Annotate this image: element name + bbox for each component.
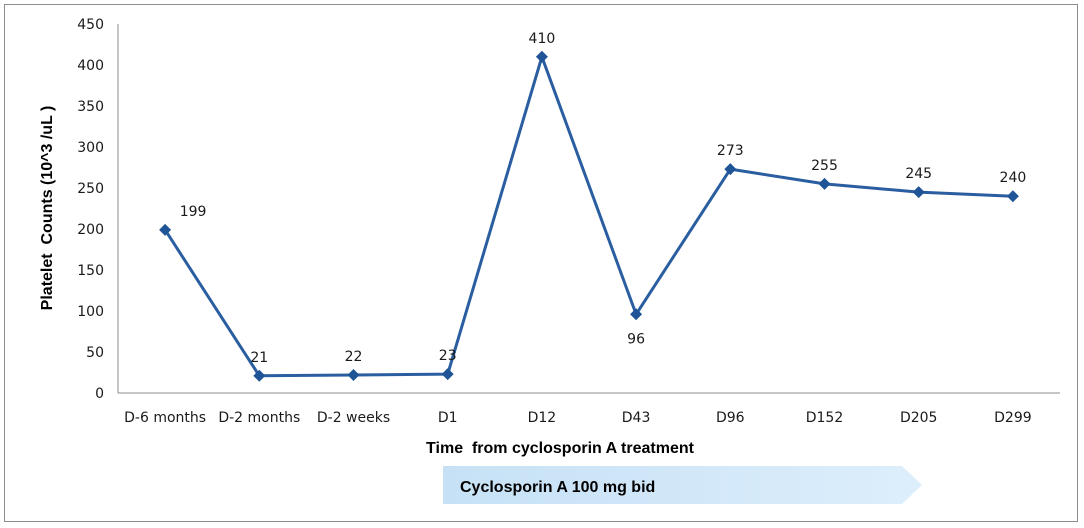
y-tick-label: 400 [77,58,104,74]
data-label: 240 [1000,170,1027,186]
y-tick-label: 350 [77,99,104,115]
y-tick-label: 450 [77,17,104,33]
data-point-marker [724,163,737,176]
x-tick-label: D-2 weeks [317,410,390,426]
data-point-marker [535,50,548,63]
y-tick-label: 200 [77,222,104,238]
treatment-banner-label: Cyclosporin A 100 mg bid [460,479,655,496]
chart-frame [4,4,1078,522]
x-axis-title: Time from cyclosporin A treatment [426,440,695,457]
data-labels: 199 21 22 23 410 96 273 255 245 240 [180,31,1027,366]
y-tick-label: 300 [77,140,104,156]
treatment-banner: Cyclosporin A 100 mg bid [443,466,922,504]
y-tick-label: 250 [77,181,104,197]
axes [117,24,1060,394]
x-tick-label: D96 [716,410,745,426]
y-tick-label: 50 [86,345,104,361]
x-tick-label: D299 [994,410,1032,426]
y-tick-label: 100 [77,304,104,320]
data-label: 96 [627,331,645,347]
data-point-marker [630,308,643,321]
data-label: 255 [811,158,838,174]
data-point-marker [347,368,360,381]
y-tick-label: 150 [77,263,104,279]
data-markers [159,50,1019,382]
x-tick-label: D-6 months [124,410,206,426]
x-tick-labels: D-6 months D-2 months D-2 weeks D1 D12 D43 D96… [124,410,1032,426]
y-tick-labels: 0 50 100 150 200 250 300 350 400 450 [77,17,104,402]
x-tick-label: D152 [806,410,844,426]
data-label: 22 [345,349,363,365]
data-point-marker [818,177,831,190]
x-tick-label: D1 [438,410,458,426]
data-point-marker [159,223,172,236]
x-tick-label: D43 [622,410,651,426]
data-label: 23 [439,348,457,364]
data-label: 410 [529,31,556,47]
data-label: 245 [905,166,932,182]
y-axis-title: Platelet Counts (10^3 /uL ) [39,106,56,311]
data-point-marker [441,368,454,381]
data-point-marker [1006,190,1019,203]
x-tick-label: D12 [528,410,557,426]
platelet-series [163,55,1013,378]
data-point-marker [253,369,266,382]
x-tick-label: D205 [900,410,938,426]
series-line [163,55,1013,378]
data-label: 21 [250,350,268,366]
data-label: 273 [717,143,744,159]
x-tick-label: D-2 months [218,410,300,426]
treatment-arrow-shape [443,466,922,504]
data-point-marker [912,186,925,199]
data-label: 199 [180,204,207,220]
y-tick-label: 0 [95,386,104,402]
